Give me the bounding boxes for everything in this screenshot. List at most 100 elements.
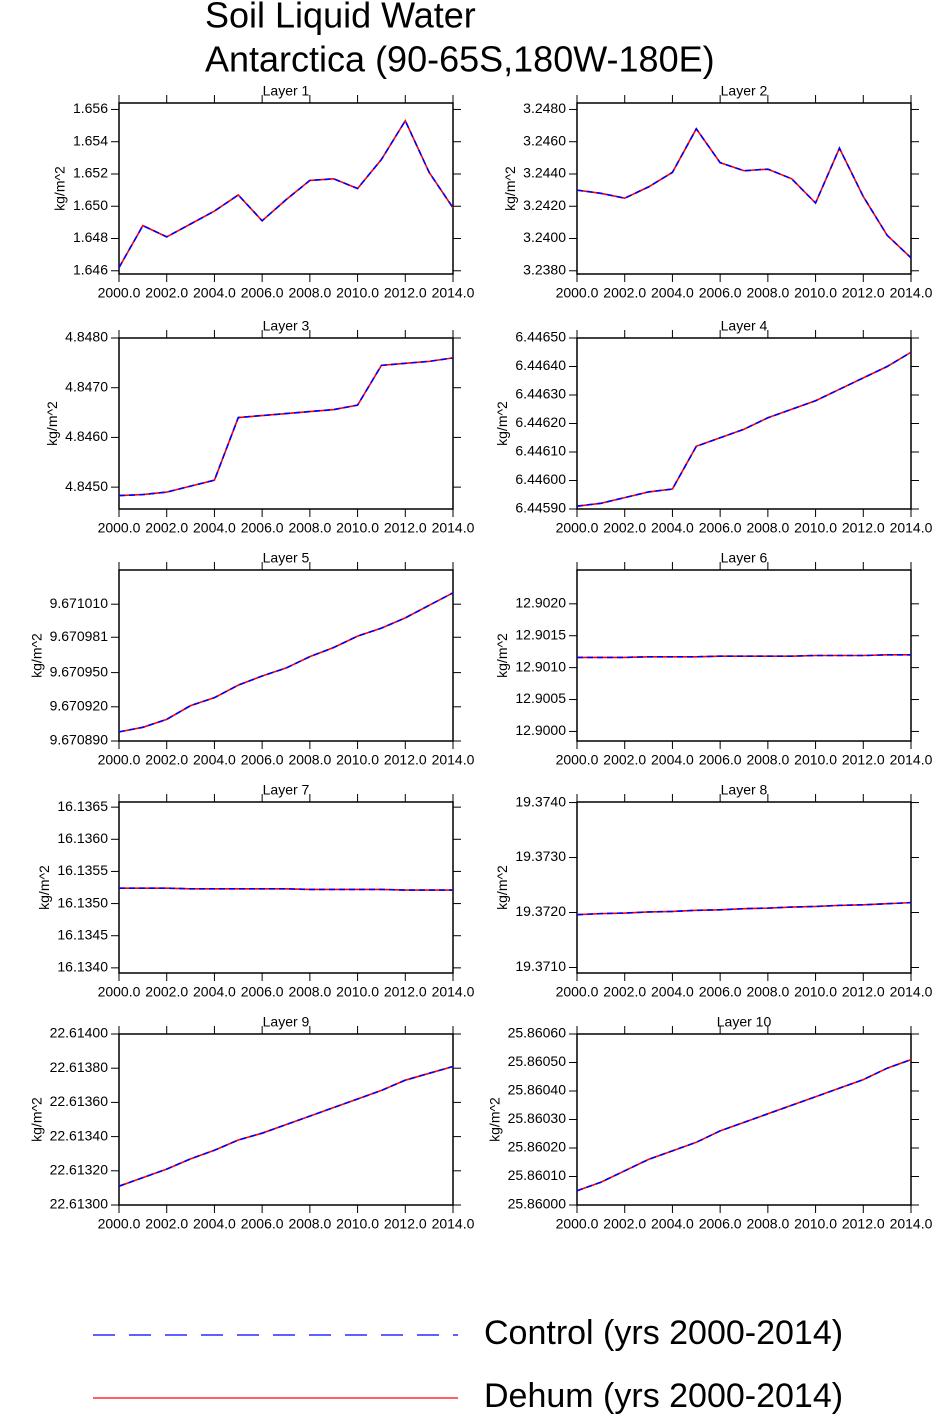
x-tick-label: 2008.0 bbox=[288, 285, 331, 301]
x-tick-label: 2010.0 bbox=[794, 285, 837, 301]
series-line bbox=[576, 351, 912, 507]
x-tick-label: 2000.0 bbox=[556, 520, 599, 536]
y-tick-label: 16.1340 bbox=[57, 959, 108, 975]
series-line bbox=[118, 119, 454, 268]
y-tick-label: 16.1360 bbox=[57, 830, 108, 846]
x-tick-label: 2002.0 bbox=[145, 984, 188, 1000]
y-tick-label: 1.656 bbox=[73, 100, 108, 116]
x-tick-label: 2002.0 bbox=[603, 285, 646, 301]
y-tick-label: 25.86020 bbox=[508, 1139, 567, 1155]
y-axis-label: kg/m^2 bbox=[494, 401, 510, 446]
x-tick-label: 2014.0 bbox=[432, 285, 475, 301]
plot-frame bbox=[118, 569, 454, 742]
y-tick-label: 3.2420 bbox=[523, 197, 566, 213]
series-line bbox=[576, 1058, 912, 1192]
x-tick-label: 2004.0 bbox=[193, 1216, 236, 1232]
y-tick-label: 12.9010 bbox=[515, 658, 566, 674]
x-tick-label: 2014.0 bbox=[890, 520, 933, 536]
x-tick-label: 2000.0 bbox=[98, 1216, 141, 1232]
y-tick-label: 4.8480 bbox=[65, 329, 108, 345]
panel-title: Layer 8 bbox=[721, 782, 768, 798]
y-tick-label: 6.44590 bbox=[515, 500, 566, 516]
series-line bbox=[118, 119, 454, 268]
x-tick-label: 2012.0 bbox=[842, 752, 885, 768]
panel-title: Layer 6 bbox=[721, 550, 768, 566]
x-tick-label: 2006.0 bbox=[241, 752, 284, 768]
x-tick-label: 2006.0 bbox=[241, 285, 284, 301]
y-axis-label: kg/m^2 bbox=[36, 865, 52, 910]
legend-label: Control (yrs 2000-2014) bbox=[484, 1314, 843, 1352]
x-tick-label: 2012.0 bbox=[842, 520, 885, 536]
x-tick-label: 2002.0 bbox=[145, 752, 188, 768]
x-tick-label: 2012.0 bbox=[384, 984, 427, 1000]
y-axis-label: kg/m^2 bbox=[494, 865, 510, 910]
x-tick-label: 2004.0 bbox=[651, 984, 694, 1000]
x-tick-label: 2000.0 bbox=[98, 984, 141, 1000]
y-tick-label: 6.44600 bbox=[515, 471, 566, 487]
y-tick-label: 19.3710 bbox=[515, 958, 566, 974]
plot-frame bbox=[118, 337, 454, 510]
x-tick-label: 2008.0 bbox=[288, 752, 331, 768]
series-line bbox=[576, 127, 912, 259]
series-line bbox=[576, 1058, 912, 1192]
y-axis-label: kg/m^2 bbox=[28, 633, 44, 678]
panel-title: Layer 5 bbox=[263, 550, 310, 566]
panel-title: Layer 3 bbox=[263, 318, 310, 334]
x-tick-label: 2010.0 bbox=[794, 1216, 837, 1232]
y-tick-label: 12.9020 bbox=[515, 595, 566, 611]
y-tick-label: 9.670890 bbox=[50, 732, 109, 748]
y-tick-label: 25.86030 bbox=[508, 1110, 567, 1126]
x-tick-label: 2012.0 bbox=[384, 752, 427, 768]
x-tick-label: 2002.0 bbox=[603, 1216, 646, 1232]
panel-title: Layer 1 bbox=[263, 83, 310, 99]
plot-frame bbox=[576, 801, 912, 974]
y-tick-label: 19.3740 bbox=[515, 793, 566, 809]
x-tick-label: 2000.0 bbox=[556, 984, 599, 1000]
series-line bbox=[119, 887, 453, 891]
plot-frame bbox=[118, 1033, 454, 1206]
x-tick-label: 2012.0 bbox=[384, 1216, 427, 1232]
y-axis-label: kg/m^2 bbox=[486, 1097, 502, 1142]
x-tick-label: 2014.0 bbox=[432, 1216, 475, 1232]
x-tick-label: 2006.0 bbox=[699, 285, 742, 301]
series-line bbox=[118, 592, 454, 733]
x-tick-label: 2004.0 bbox=[193, 984, 236, 1000]
x-tick-label: 2014.0 bbox=[890, 285, 933, 301]
y-tick-label: 22.61400 bbox=[50, 1025, 109, 1041]
y-tick-label: 16.1345 bbox=[57, 926, 108, 942]
x-tick-label: 2006.0 bbox=[241, 1216, 284, 1232]
x-tick-label: 2000.0 bbox=[98, 520, 141, 536]
series-line bbox=[118, 592, 454, 733]
y-tick-label: 1.646 bbox=[73, 261, 108, 277]
x-tick-label: 2012.0 bbox=[384, 285, 427, 301]
x-tick-label: 2012.0 bbox=[842, 285, 885, 301]
x-tick-label: 2014.0 bbox=[432, 752, 475, 768]
y-axis-label: kg/m^2 bbox=[502, 166, 518, 211]
x-tick-label: 2008.0 bbox=[746, 520, 789, 536]
x-tick-label: 2002.0 bbox=[145, 285, 188, 301]
y-tick-label: 1.648 bbox=[73, 229, 108, 245]
panel-title: Layer 10 bbox=[717, 1014, 772, 1030]
series-line bbox=[576, 127, 912, 259]
y-tick-label: 6.44630 bbox=[515, 386, 566, 402]
y-tick-label: 1.650 bbox=[73, 197, 108, 213]
x-tick-label: 2014.0 bbox=[432, 520, 475, 536]
x-tick-label: 2002.0 bbox=[603, 520, 646, 536]
x-tick-label: 2012.0 bbox=[842, 984, 885, 1000]
x-tick-label: 2008.0 bbox=[746, 752, 789, 768]
x-tick-label: 2008.0 bbox=[746, 984, 789, 1000]
x-tick-label: 2014.0 bbox=[890, 984, 933, 1000]
y-axis-label: kg/m^2 bbox=[28, 1097, 44, 1142]
x-tick-label: 2000.0 bbox=[556, 285, 599, 301]
x-tick-label: 2006.0 bbox=[699, 752, 742, 768]
y-tick-label: 3.2460 bbox=[523, 132, 566, 148]
x-tick-label: 2008.0 bbox=[746, 1216, 789, 1232]
y-axis-label: kg/m^2 bbox=[52, 166, 68, 211]
y-tick-label: 3.2380 bbox=[523, 261, 566, 277]
series-line bbox=[118, 357, 454, 497]
series-line bbox=[576, 901, 912, 916]
x-tick-label: 2010.0 bbox=[336, 285, 379, 301]
plot-frame bbox=[576, 102, 912, 275]
plot-frame bbox=[576, 337, 912, 510]
